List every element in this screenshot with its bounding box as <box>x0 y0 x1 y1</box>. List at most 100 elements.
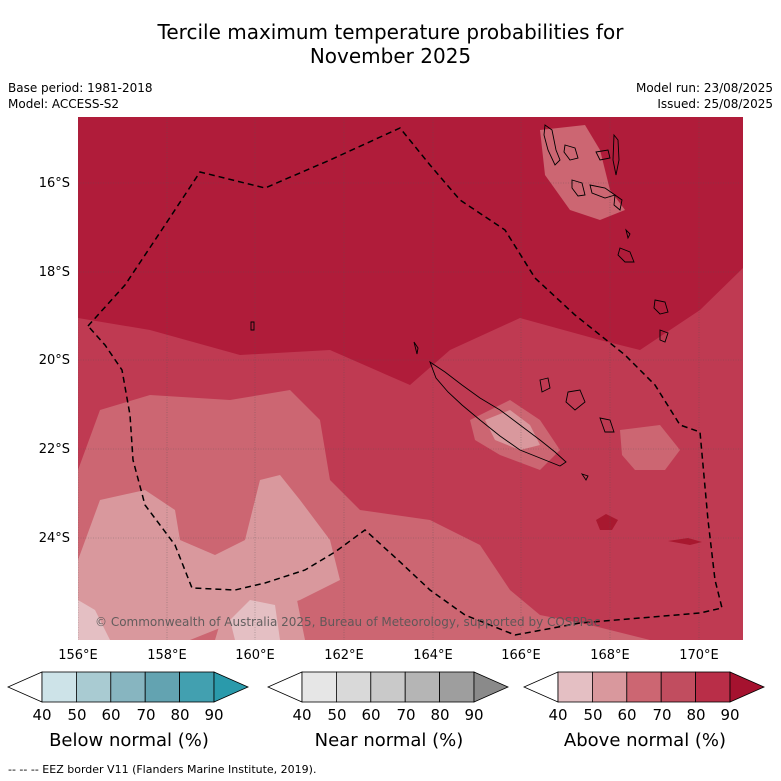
vanuatu-island-9 <box>625 228 631 240</box>
lat-labels: 16°S 18°S 20°S 22°S 24°S <box>39 176 70 546</box>
colorbar-extend-low <box>523 671 559 703</box>
chesterfield <box>413 341 419 355</box>
vanuatu-island-5 <box>571 179 586 197</box>
model-name: Model: ACCESS-S2 <box>8 97 120 111</box>
issued-date: Issued: 25/08/2025 <box>657 97 773 111</box>
graticule <box>78 117 743 640</box>
vanuatu-island-8 <box>617 247 635 263</box>
colorbar-extend-low <box>7 671 43 703</box>
colorbar-swatch <box>41 671 77 703</box>
lat-label: 24°S <box>39 531 70 546</box>
meta-right: Model run: 23/08/2025 Issued: 25/08/2025 <box>636 80 773 112</box>
title-line-1: Tercile maximum temperature probabilitie… <box>157 20 624 44</box>
cb-tick: 80 <box>170 706 189 724</box>
colorbar-swatch <box>439 671 475 703</box>
above-70-patch-vanuatu <box>540 125 625 220</box>
colorbar-swatch <box>301 671 337 703</box>
isle-of-pines <box>580 473 589 481</box>
cb-tick: 50 <box>327 706 346 724</box>
colorbar-near: 40 50 60 70 80 90 <box>267 671 509 724</box>
colorbar-swatch <box>592 671 628 703</box>
colorbar-swatch <box>660 671 696 703</box>
loyalty-2 <box>565 389 586 411</box>
colorbar-above: 40 50 60 70 80 90 <box>523 671 765 724</box>
colorbar-swatch <box>110 671 146 703</box>
colorbar-near-title: Near normal (%) <box>314 730 464 751</box>
vanuatu-island-7 <box>613 194 623 211</box>
above-70-patch-east <box>620 425 680 470</box>
colorbar-swatch <box>144 671 180 703</box>
colorbar-extend-high <box>729 671 765 703</box>
colorbar-extend-low <box>267 671 303 703</box>
cb-tick: 60 <box>361 706 380 724</box>
fiji-small <box>659 329 669 343</box>
colorbar-swatch <box>370 671 406 703</box>
lon-label: 164°E <box>413 648 453 663</box>
eez-legend-note: -- -- -- EEZ border V11 (Flanders Marine… <box>8 763 317 776</box>
colorbar-swatch <box>76 671 112 703</box>
above-50-patch-sw <box>78 600 110 640</box>
cb-tick: 80 <box>686 706 705 724</box>
lon-label: 160°E <box>235 648 275 663</box>
cb-tick: 40 <box>292 706 311 724</box>
colorbar-swatch <box>626 671 662 703</box>
colorbar-swatch <box>404 671 440 703</box>
base-period: Base period: 1981-2018 <box>8 81 153 95</box>
meta-left: Base period: 1981-2018 Model: ACCESS-S2 <box>8 80 153 112</box>
vanuatu-island-3 <box>595 149 611 161</box>
colorbar-below-title: Below normal (%) <box>49 730 209 751</box>
lon-labels: 156°E 158°E 160°E 162°E 164°E 166°E 168°… <box>58 648 719 663</box>
lat-label: 16°S <box>39 176 70 191</box>
new-caledonia <box>429 360 567 467</box>
cb-tick: 90 <box>204 706 223 724</box>
cb-tick: 50 <box>583 706 602 724</box>
colorbar-above-title: Above normal (%) <box>563 730 727 751</box>
lat-label: 22°S <box>39 442 70 457</box>
title-line-2: November 2025 <box>309 44 472 68</box>
colorbar-extend-high <box>473 671 509 703</box>
cb-tick: 50 <box>67 706 86 724</box>
cb-tick: 70 <box>396 706 415 724</box>
cb-tick: 60 <box>617 706 636 724</box>
lon-label: 162°E <box>324 648 364 663</box>
eez-border <box>86 127 723 636</box>
cb-tick: 80 <box>430 706 449 724</box>
loyalty-3 <box>599 417 615 433</box>
lon-label: 170°E <box>679 648 719 663</box>
colorbar-swatch <box>557 671 593 703</box>
cb-tick: 70 <box>136 706 155 724</box>
cb-tick: 90 <box>720 706 739 724</box>
lon-label: 156°E <box>58 648 98 663</box>
colorbar-swatch <box>179 671 215 703</box>
cb-tick: 70 <box>652 706 671 724</box>
lon-label: 158°E <box>147 648 187 663</box>
colorbar-swatch <box>336 671 372 703</box>
lon-label: 166°E <box>501 648 541 663</box>
lon-label: 168°E <box>590 648 630 663</box>
colorbar-below: 40 50 60 70 80 90 <box>7 671 249 724</box>
cb-tick: 40 <box>548 706 567 724</box>
cb-tick: 60 <box>101 706 120 724</box>
above-60-patch-newcal <box>485 410 540 450</box>
model-run: Model run: 23/08/2025 <box>635 81 773 95</box>
reef-islet <box>250 321 255 331</box>
cb-tick: 40 <box>32 706 51 724</box>
probability-map: © Commonwealth of Australia 2025, Bureau… <box>39 117 743 663</box>
loyalty-1 <box>539 377 551 393</box>
map-fill-layer: © Commonwealth of Australia 2025, Bureau… <box>78 117 743 640</box>
copyright-note: © Commonwealth of Australia 2025, Bureau… <box>95 615 600 629</box>
lat-label: 18°S <box>39 265 70 280</box>
coastlines <box>250 124 669 481</box>
vanuatu-island-2 <box>563 144 579 161</box>
fiji-west <box>653 299 669 315</box>
vanuatu-island-6 <box>589 184 617 199</box>
colorbar-swatch <box>695 671 731 703</box>
lat-label: 20°S <box>39 353 70 368</box>
vanuatu-island-4 <box>612 133 620 176</box>
cb-tick: 90 <box>464 706 483 724</box>
vanuatu-north <box>543 124 561 166</box>
colorbar-extend-high <box>213 671 249 703</box>
above-90-patch-se2 <box>668 538 702 545</box>
map-title: Tercile maximum temperature probabilitie… <box>0 20 781 68</box>
above-90-patch-se <box>596 514 618 530</box>
